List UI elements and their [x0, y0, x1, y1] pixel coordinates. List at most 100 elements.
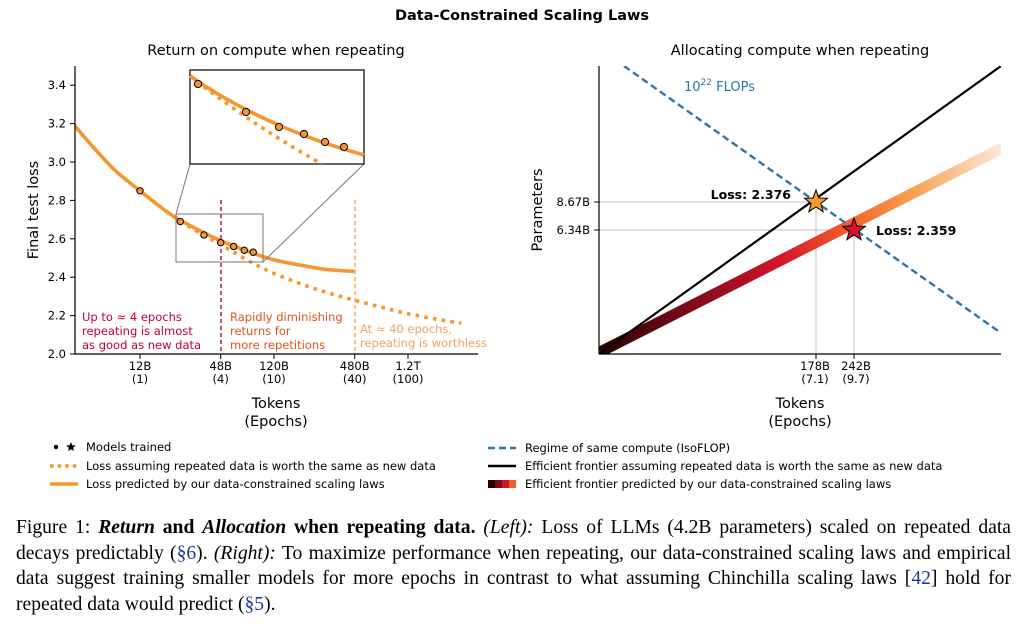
left-model-point [249, 248, 257, 256]
caption-title-rest: when repeating data. [286, 517, 476, 538]
left-zoom-connector-1 [175, 163, 191, 215]
legend-label-models-trained: Models trained [86, 440, 171, 454]
left-ytick-label: 3.2 [48, 117, 66, 131]
caption-title-and: and [154, 517, 203, 538]
left-ytick-label: 2.8 [48, 193, 66, 207]
figure-suptitle: Data-Constrained Scaling Laws [395, 8, 649, 24]
right-xtick-sub-1: (7.1) [801, 372, 828, 386]
left-ytick-label: 2.2 [48, 309, 66, 323]
caption-right-text-b: ] hold for repeated data would predict ( [16, 568, 1012, 615]
right-xtick-sub-2: (9.7) [842, 372, 869, 386]
left-ytick-label: 2.6 [48, 232, 66, 246]
caption-left-text-b: ). [196, 542, 214, 564]
right-efficient-frontier-predicted [599, 142, 1001, 354]
right-chart-title: Allocating compute when repeating [671, 43, 929, 59]
left-xtick-label: 12B [129, 359, 152, 373]
legend-item-frontier-chinchilla: Efficient frontier assuming repeated dat… [488, 459, 942, 473]
caption-title-allocation: Allocation [202, 517, 287, 538]
left-annotation-line: as good as new data [82, 338, 201, 352]
right-ylabel: Parameters [530, 169, 546, 252]
left-xlabel-epochs: (Epochs) [244, 414, 307, 430]
caption-ref-42[interactable]: 42 [911, 568, 931, 589]
inset-model-point [193, 79, 203, 89]
left-ylabel: Final test loss [26, 161, 42, 260]
inset-model-point [320, 137, 330, 147]
legend-item-isoflop: Regime of same compute (IsoFLOP) [488, 441, 730, 455]
right-xlabel: Tokens [775, 396, 825, 412]
caption-left-text-a: Loss of LLMs (4.2B parameters) scaled on… [16, 517, 1012, 564]
legend-gradient-swatch-3 [502, 480, 509, 488]
legend: Models trained Loss assuming repeated da… [50, 440, 942, 491]
right-loss-label-2: Loss: 2.359 [876, 223, 956, 238]
left-xtick-label: 120B [259, 359, 289, 373]
caption-ref-section-6[interactable]: §6 [176, 542, 197, 564]
right-isoflop-label: 1022 FLOPs [684, 78, 755, 95]
legend-star-icon [66, 442, 76, 451]
left-model-point [136, 187, 144, 195]
caption-ref-section-5[interactable]: §5 [244, 593, 265, 615]
right-loss-label-1: Loss: 2.376 [711, 187, 792, 202]
left-annotation-line: returns for [230, 324, 291, 338]
legend-label-frontier-chinchilla: Efficient frontier assuming repeated dat… [525, 459, 942, 473]
inset-model-point [241, 107, 251, 117]
right-chart: Allocating compute when repeating 1022 F… [530, 43, 1001, 430]
left-chart-title: Return on compute when repeating [147, 43, 404, 59]
legend-dot-icon [53, 444, 59, 450]
inset-model-point [299, 129, 309, 139]
left-annotation-line: repeating is worthless [360, 336, 487, 350]
left-ytick-label: 2.4 [48, 270, 66, 284]
left-model-point [229, 242, 238, 251]
legend-label-frontier-predicted: Efficient frontier predicted by our data… [525, 477, 891, 491]
left-xtick-sub: (10) [262, 372, 286, 386]
left-xtick-sub: (40) [343, 372, 367, 386]
legend-label-same-as-new: Loss assuming repeated data is worth the… [86, 459, 436, 473]
left-annotation-line: repeating is almost [82, 324, 193, 338]
left-chart: Return on compute when repeating 2.0 2.2 2… [26, 43, 487, 430]
legend-item-predicted: Loss predicted by our data-constrained s… [50, 477, 385, 491]
legend-item-models-trained: Models trained [53, 440, 171, 454]
left-xtick-label: 1.2T [395, 359, 421, 373]
right-efficient-frontier-chinchilla [599, 66, 1001, 354]
left-xlabel: Tokens [251, 396, 301, 412]
left-annotation-line: Rapidly diminishing [230, 310, 343, 324]
left-annotation-line: At ≈ 40 epochs, [360, 322, 452, 336]
left-zoom-region [175, 213, 264, 263]
right-ytick-label-1: 8.67B [557, 195, 591, 209]
right-optimum-star-chinchilla [803, 188, 829, 213]
left-model-point [216, 238, 225, 247]
inset-same-as-new-loss-line [188, 74, 323, 166]
right-ytick-label-2: 6.34B [557, 223, 591, 237]
left-zoom-connector-2 [262, 163, 365, 263]
inset-model-point [274, 122, 284, 132]
caption-right-text-a: To maximize performance when repeating, … [16, 542, 1012, 590]
left-model-point [240, 246, 248, 255]
legend-gradient-swatch-4 [509, 480, 516, 488]
caption-right-text-c: ). [264, 593, 276, 615]
left-xtick-sub: (1) [132, 372, 148, 386]
left-ytick-label: 2.0 [48, 347, 66, 361]
legend-gradient-swatch-1 [488, 480, 495, 488]
legend-gradient-swatch-2 [495, 480, 502, 488]
legend-item-frontier-predicted: Efficient frontier predicted by our data… [488, 477, 891, 491]
left-annotation-line: more repetitions [230, 338, 325, 352]
left-xtick-label: 480B [340, 359, 370, 373]
left-ytick-label: 3.4 [48, 78, 66, 92]
legend-label-predicted: Loss predicted by our data-constrained s… [86, 477, 385, 491]
caption-right-label: (Right): [213, 542, 276, 564]
right-optimum-star-data-constrained [841, 216, 867, 241]
caption-title-return: Return [98, 517, 155, 538]
left-ytick-label: 3.0 [48, 155, 66, 169]
left-xtick-sub: (4) [213, 372, 229, 386]
figure-caption: Figure 1: Return and Allocation when rep… [16, 515, 1011, 617]
legend-label-isoflop: Regime of same compute (IsoFLOP) [525, 441, 730, 455]
figure: Data-Constrained Scaling Laws Return on … [26, 8, 1001, 491]
right-xtick-label-1: 178B [800, 359, 830, 373]
legend-item-same-as-new: Loss assuming repeated data is worth the… [50, 459, 436, 473]
left-xtick-sub: (100) [393, 372, 424, 386]
caption-left-label: (Left): [475, 517, 534, 538]
left-model-point [200, 231, 208, 239]
left-inset [188, 69, 365, 166]
left-model-point [176, 217, 185, 226]
left-annotation-line: Up to ≈ 4 epochs [82, 310, 182, 324]
right-xlabel-epochs: (Epochs) [768, 414, 831, 430]
